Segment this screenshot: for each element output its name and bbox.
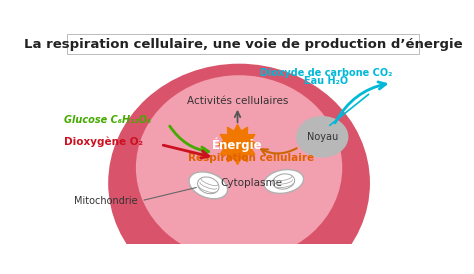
- Ellipse shape: [296, 116, 348, 158]
- Ellipse shape: [264, 170, 303, 193]
- Text: Mitochondrie: Mitochondrie: [74, 196, 138, 206]
- Ellipse shape: [189, 172, 228, 199]
- Text: Cytoplasme: Cytoplasme: [220, 178, 283, 188]
- Ellipse shape: [273, 174, 295, 189]
- Text: Noyau: Noyau: [307, 132, 338, 142]
- Text: Activités cellulaires: Activités cellulaires: [187, 96, 288, 106]
- Text: Énergie: Énergie: [212, 137, 263, 152]
- Text: Dioxyde de carbone CO₂: Dioxyde de carbone CO₂: [260, 68, 392, 78]
- Ellipse shape: [136, 75, 342, 260]
- Text: La respiration cellulaire, une voie de production d’énergie: La respiration cellulaire, une voie de p…: [24, 38, 462, 51]
- Text: Glucose C₆H₁₂O₆: Glucose C₆H₁₂O₆: [64, 115, 151, 125]
- Text: Dioxygène O₂: Dioxygène O₂: [64, 137, 143, 147]
- FancyBboxPatch shape: [66, 35, 419, 55]
- Text: Respiration cellulaire: Respiration cellulaire: [188, 153, 314, 163]
- Text: Eau H₂O: Eau H₂O: [304, 76, 348, 86]
- Ellipse shape: [108, 64, 370, 274]
- Ellipse shape: [198, 177, 219, 194]
- Polygon shape: [218, 124, 257, 165]
